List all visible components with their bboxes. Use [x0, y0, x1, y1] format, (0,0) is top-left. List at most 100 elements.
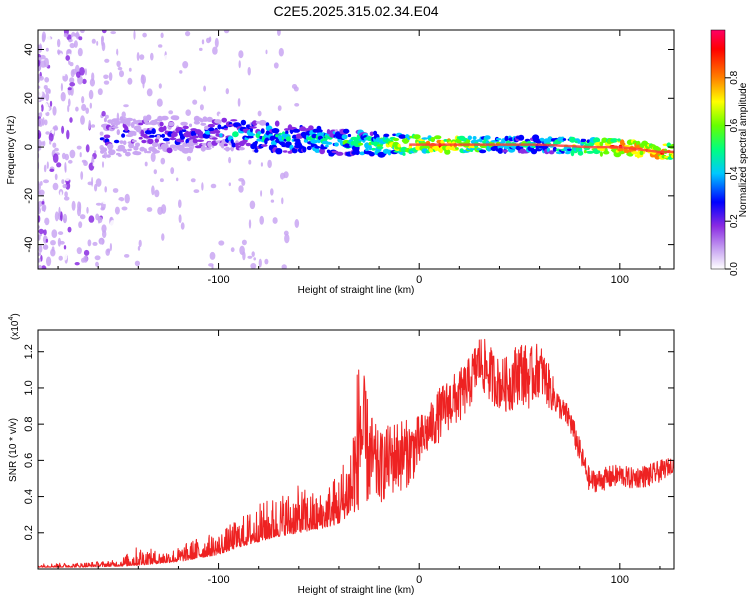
spectrogram-noise-blob [95, 261, 99, 267]
spectrogram-ridge-blob [207, 123, 215, 128]
spectrogram-noise-blob [98, 70, 102, 76]
spectrogram-noise-blob [88, 215, 95, 223]
snr-y-tick-label: 0.8 [23, 417, 35, 432]
spectrogram-noise-blob [49, 172, 53, 180]
spectrogram-noise-blob [92, 241, 98, 246]
spectrogram-ridge-blob [444, 149, 451, 155]
spectrogram-ridge-blob [100, 147, 108, 153]
spectrogram-noise-blob [126, 99, 131, 104]
spectrogram-ridge-blob [146, 150, 152, 154]
spectrogram-noise-blob [38, 59, 41, 67]
spectrogram-x-tick-label: 0 [416, 274, 422, 286]
spectrogram-y-axis-title: Frequency (Hz) [6, 116, 17, 185]
spectrogram-noise-blob [161, 233, 165, 241]
colorbar-tick-label: 0.2 [729, 214, 740, 228]
spectrogram-ridge-blob [581, 141, 587, 145]
spectrogram-noise-blob [54, 147, 59, 152]
spectrogram-ridge-blob [125, 151, 131, 157]
spectrogram-ridge-blob [245, 142, 251, 147]
spectrogram-ridge-blob [187, 146, 194, 154]
spectrogram-ridge-blob [192, 138, 198, 144]
spectrogram-noise-blob [94, 150, 97, 154]
spectrogram-ridge-blob [278, 141, 286, 145]
spectrogram-ridge-blob [577, 139, 581, 144]
snr-panel: -100 0 100 0.2 0.4 0.6 0.8 1.0 1.2 Height of str… [8, 313, 675, 596]
spectrogram-noise-blob [270, 199, 275, 203]
spectrogram-noise-blob [186, 156, 192, 162]
spectrogram-noise-blob [53, 126, 59, 131]
spectrogram-noise-blob [41, 265, 47, 269]
spectrogram-noise-blob [175, 98, 179, 105]
spectrogram-noise-blob [38, 111, 43, 118]
spectrogram-noise-blob [247, 66, 251, 76]
spectrogram-noise-blob [75, 231, 79, 241]
spectrogram-noise-blob [260, 190, 263, 197]
spectrogram-ridge-blob [496, 138, 502, 141]
spectrogram-ridge-blob [402, 152, 406, 156]
spectrogram-noise-blob [43, 223, 46, 230]
spectrogram-ridge-blob [151, 128, 156, 135]
spectrogram-noise-blob [60, 91, 66, 102]
spectrogram-ridge-blob [324, 141, 333, 145]
spectrogram-noise-blob [182, 60, 189, 69]
spectrogram-noise-blob [44, 77, 50, 83]
spectrogram-noise-blob [44, 119, 48, 126]
spectrogram-ridge-blob [192, 142, 199, 146]
spectrogram-ridge-blob [230, 119, 238, 122]
spectrogram-y-tick-label: -40 [23, 237, 35, 253]
spectrogram-noise-blob [38, 228, 44, 235]
spectrogram-ridge-blob [383, 133, 390, 138]
spectrogram-noise-blob [63, 245, 67, 250]
spectrogram-noise-blob [99, 131, 104, 136]
spectrogram-noise-blob [69, 77, 75, 84]
spectrogram-noise-blob [91, 176, 94, 187]
spectrogram-noise-blob [87, 239, 92, 247]
spectrogram-noise-blob [112, 188, 119, 193]
spectrogram-ridge-blob [166, 147, 173, 154]
spectrogram-noise-blob [284, 233, 290, 244]
spectrogram-noise-blob [58, 255, 63, 261]
spectrogram-ridge-blob [204, 125, 209, 130]
spectrogram-ridge-blob [552, 146, 557, 152]
spectrogram-frame [37, 29, 675, 270]
spectrogram-noise-blob [169, 45, 175, 55]
spectrogram-noise-blob [190, 178, 196, 183]
spectrogram-noise-blob [78, 265, 81, 269]
spectrogram-noise-blob [193, 189, 200, 194]
spectrogram-axes: -100 0 100 -40 -20 0 20 40 [23, 30, 674, 286]
spectrogram-ridge-blob [358, 142, 364, 146]
spectrogram-noise-blob [48, 232, 52, 238]
spectrogram-noise-blob [144, 161, 148, 167]
snr-y-axis-title: SNR (10 * v/v) [8, 418, 19, 482]
spectrogram-noise-blob [140, 42, 146, 46]
spectrogram-noise-blob [164, 54, 169, 65]
spectrogram-ridge-blob [138, 122, 144, 126]
spectrogram-noise-blob [265, 49, 268, 55]
spectrogram-ridge-blob [181, 129, 187, 133]
spectrogram-noise-blob [43, 229, 47, 236]
colorbar-tick-label: 0.0 [729, 262, 740, 276]
spectrogram-noise-blob [43, 245, 48, 250]
spectrogram-ridge-blob [308, 125, 314, 131]
spectrogram-noise-blob [82, 151, 87, 158]
spectrogram-noise-blob [139, 54, 145, 60]
spectrogram-ridge-blob [122, 148, 127, 153]
spectrogram-noise-blob [101, 35, 104, 42]
spectrogram-noise-blob [96, 41, 99, 46]
spectrogram-noise-blob [40, 104, 44, 112]
colorbar-label: Normalized spectral amplitude [738, 82, 749, 217]
spectrogram-ridge-blob [110, 122, 117, 126]
spectrogram-noise-blob [230, 247, 235, 253]
spectrogram-ridge-blob [306, 145, 312, 151]
spectrogram-noise-blob [255, 161, 259, 168]
spectrogram-ridge-blob [179, 127, 183, 132]
spectrogram-noise-blob [78, 221, 83, 229]
spectrogram-noise-blob [89, 78, 95, 87]
spectrogram-noise-blob [66, 129, 70, 140]
spectrogram-ridge-blob [180, 139, 185, 143]
spectrogram-noise-blob [54, 211, 59, 222]
spectrogram-noise-blob [81, 96, 85, 104]
spectrogram-noise-blob [64, 246, 69, 257]
spectrogram-noise-blob [179, 70, 183, 74]
spectrogram-image [38, 30, 674, 269]
